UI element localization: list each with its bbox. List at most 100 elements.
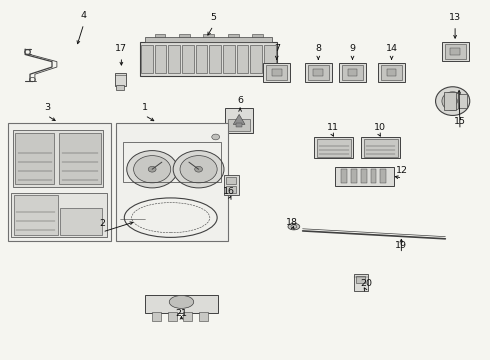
Bar xyxy=(314,69,323,76)
Bar xyxy=(155,45,166,73)
Bar xyxy=(308,65,329,80)
Text: 8: 8 xyxy=(315,44,321,53)
Bar xyxy=(196,45,207,73)
Bar xyxy=(378,63,405,82)
Bar xyxy=(116,123,228,241)
Bar xyxy=(155,34,165,37)
Bar xyxy=(272,69,282,76)
Bar xyxy=(305,63,332,82)
Ellipse shape xyxy=(169,296,194,309)
Ellipse shape xyxy=(134,156,171,183)
Bar xyxy=(203,34,214,37)
Bar xyxy=(450,48,460,55)
Ellipse shape xyxy=(173,150,224,188)
Bar xyxy=(317,139,351,157)
Bar xyxy=(117,85,124,90)
Bar xyxy=(237,45,248,73)
Bar xyxy=(236,123,242,127)
Bar xyxy=(182,45,194,73)
Bar xyxy=(223,45,235,73)
Text: 3: 3 xyxy=(44,103,50,112)
Text: 6: 6 xyxy=(237,96,243,105)
Bar xyxy=(228,34,239,37)
Bar xyxy=(145,295,218,313)
Text: 2: 2 xyxy=(99,219,105,228)
Bar xyxy=(228,119,250,131)
Bar xyxy=(59,134,101,184)
Bar xyxy=(199,312,208,320)
Ellipse shape xyxy=(195,166,202,172)
Text: 19: 19 xyxy=(395,241,407,250)
Bar xyxy=(11,193,107,237)
Bar xyxy=(252,34,263,37)
Bar xyxy=(168,312,176,320)
Bar xyxy=(339,63,366,82)
Bar xyxy=(179,34,190,37)
Bar xyxy=(444,44,466,59)
Text: 5: 5 xyxy=(210,13,216,22)
Bar xyxy=(183,312,192,320)
Bar xyxy=(14,195,58,234)
Bar xyxy=(223,175,239,195)
Bar xyxy=(347,69,357,76)
Bar xyxy=(441,42,468,61)
Text: 14: 14 xyxy=(386,44,397,53)
Ellipse shape xyxy=(180,156,217,183)
Bar xyxy=(145,37,272,42)
Bar xyxy=(168,45,180,73)
Bar xyxy=(266,65,287,80)
Text: 7: 7 xyxy=(274,44,280,53)
Bar xyxy=(458,94,467,108)
Bar xyxy=(315,137,353,158)
Bar xyxy=(444,92,456,110)
Text: 4: 4 xyxy=(81,12,87,21)
Text: 9: 9 xyxy=(349,44,355,53)
Bar xyxy=(387,69,396,76)
Bar xyxy=(60,208,102,234)
Bar xyxy=(13,130,103,187)
Bar xyxy=(341,170,347,183)
Text: 18: 18 xyxy=(286,217,298,226)
Bar xyxy=(342,65,363,80)
Bar xyxy=(381,65,402,80)
Text: 17: 17 xyxy=(115,44,127,53)
Bar xyxy=(8,123,111,241)
Text: 15: 15 xyxy=(454,117,466,126)
Bar xyxy=(263,63,290,82)
Ellipse shape xyxy=(436,87,470,116)
Bar xyxy=(380,170,386,183)
Ellipse shape xyxy=(127,150,177,188)
Bar xyxy=(335,167,394,186)
Text: 1: 1 xyxy=(142,103,148,112)
Text: 13: 13 xyxy=(449,13,461,22)
Bar xyxy=(356,276,365,283)
Bar xyxy=(226,186,236,193)
Text: 12: 12 xyxy=(396,166,408,175)
Bar xyxy=(115,73,126,86)
Bar xyxy=(351,170,357,183)
Text: 10: 10 xyxy=(374,123,386,132)
Bar xyxy=(123,142,220,182)
Bar xyxy=(361,137,400,158)
Ellipse shape xyxy=(288,224,300,230)
Bar xyxy=(226,177,236,184)
Ellipse shape xyxy=(148,166,156,172)
Text: 21: 21 xyxy=(175,309,188,318)
Ellipse shape xyxy=(448,97,458,105)
Text: 16: 16 xyxy=(223,187,235,196)
Bar xyxy=(225,108,253,134)
Bar xyxy=(141,45,153,73)
Bar xyxy=(140,42,277,76)
Bar xyxy=(370,170,376,183)
Bar xyxy=(152,312,161,320)
Polygon shape xyxy=(233,114,245,125)
Bar xyxy=(209,45,221,73)
Bar xyxy=(250,45,262,73)
Bar xyxy=(361,170,367,183)
Text: 20: 20 xyxy=(360,279,372,288)
Ellipse shape xyxy=(212,134,220,140)
Bar xyxy=(15,134,54,184)
Bar xyxy=(364,139,398,157)
Ellipse shape xyxy=(442,92,464,111)
Text: 11: 11 xyxy=(327,123,339,132)
